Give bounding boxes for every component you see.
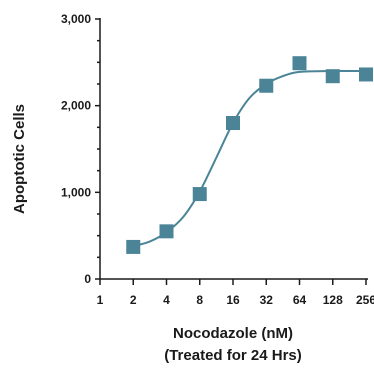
x-tick-label: 16 [226,293,240,307]
y-axis-title: Apoptotic Cells [11,104,28,214]
x-tick-label: 64 [293,293,307,307]
fit-curve [132,69,367,248]
x-tick-label: 4 [163,293,170,307]
data-point [159,224,174,239]
x-tick-label: 1 [97,293,104,307]
data-point [359,67,373,82]
x-axis-subtitle: (Treated for 24 Hrs) [164,347,302,364]
x-tick-label: 128 [323,293,343,307]
data-point [192,187,207,202]
data-point [325,69,340,84]
data-point [259,78,274,93]
y-tick-label: 0 [84,272,91,286]
data-point [226,116,240,130]
data-point [126,239,141,254]
x-axis-ticks: 1 2 4 8 16 32 64 128 256 [97,279,374,307]
x-axis-title: Nocodazole (nM) [173,325,293,342]
y-axis-ticks: 0 1,000 2,000 3,000 [61,12,100,286]
data-point [292,56,307,71]
x-tick-label: 2 [130,293,137,307]
data-points [126,56,373,254]
x-tick-label: 32 [260,293,274,307]
x-tick-label: 8 [196,293,203,307]
y-tick-label: 3,000 [61,12,91,26]
x-tick-label: 256 [356,293,374,307]
y-tick-label: 2,000 [61,99,91,113]
y-tick-label: 1,000 [61,185,91,199]
